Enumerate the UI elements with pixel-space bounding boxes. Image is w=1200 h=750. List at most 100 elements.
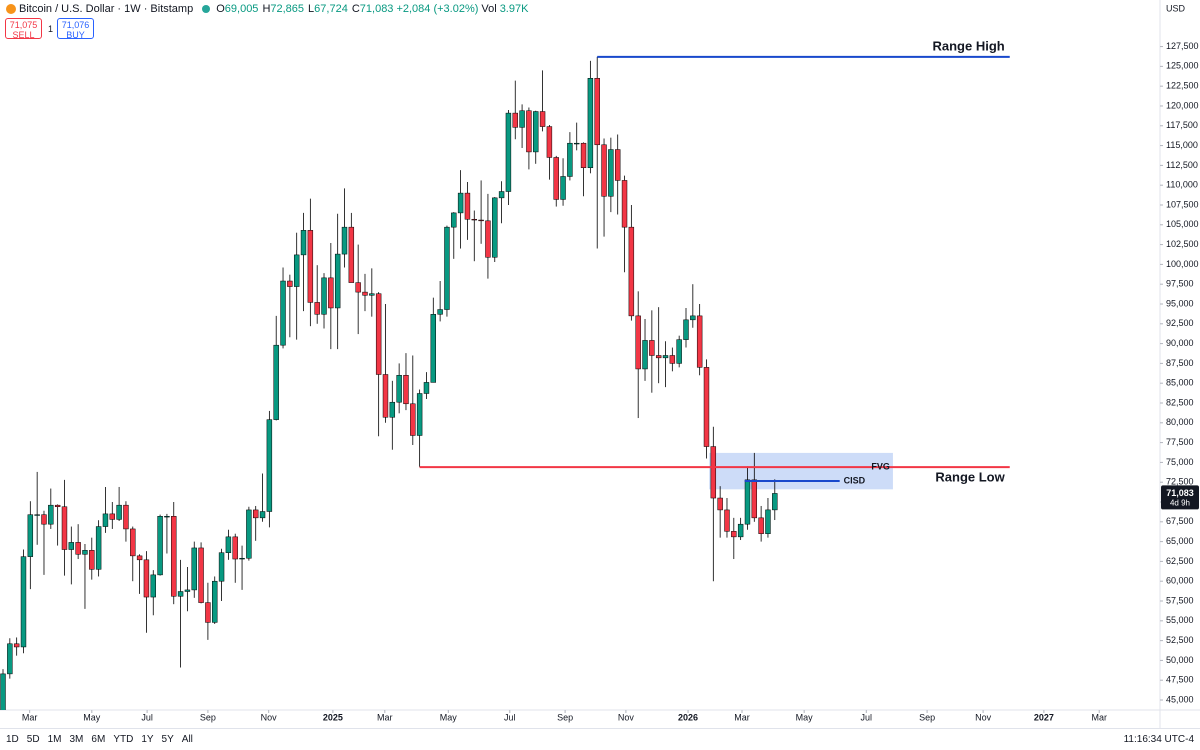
range-buttons: 1D 5D 1M 3M 6M YTD 1Y 5Y All bbox=[6, 734, 193, 745]
range-button[interactable]: 1M bbox=[47, 734, 62, 745]
candle-body bbox=[157, 516, 163, 576]
candle-body bbox=[717, 497, 723, 511]
range-button[interactable]: 5Y bbox=[161, 734, 174, 745]
y-tick-label: 77,500 bbox=[1166, 437, 1194, 447]
candle-body bbox=[205, 602, 211, 623]
y-tick-label: 125,000 bbox=[1166, 61, 1199, 71]
ohlc-item: O69,005 bbox=[216, 3, 258, 15]
candle-body bbox=[355, 282, 361, 293]
candle-body bbox=[560, 176, 566, 200]
candle-body bbox=[61, 506, 68, 550]
candle-body bbox=[621, 180, 628, 228]
sell-price: 71,075 bbox=[9, 20, 38, 30]
zone-label: FVG bbox=[871, 461, 890, 471]
y-tick-label: 107,500 bbox=[1166, 199, 1199, 209]
range-button[interactable]: 1Y bbox=[141, 734, 154, 745]
candle-body bbox=[68, 542, 75, 550]
ohlc-value: 71,083 bbox=[359, 3, 394, 15]
candle-body bbox=[109, 513, 115, 520]
range-button[interactable]: YTD bbox=[113, 734, 134, 745]
candle-body bbox=[437, 309, 443, 315]
y-tick-label: 95,000 bbox=[1166, 298, 1194, 308]
price-axis-panel bbox=[1160, 0, 1200, 728]
candle-body bbox=[382, 374, 389, 418]
level-label: CISD bbox=[844, 475, 866, 485]
candle-body bbox=[273, 344, 279, 420]
candle-body bbox=[341, 226, 348, 255]
range-button[interactable]: 5D bbox=[26, 734, 40, 745]
range-button[interactable]: 3M bbox=[69, 734, 84, 745]
y-tick-label: 45,000 bbox=[1166, 694, 1194, 704]
candle-body bbox=[526, 110, 532, 153]
y-tick-label: 100,000 bbox=[1166, 259, 1199, 269]
candle-body bbox=[184, 589, 191, 592]
candle-body bbox=[464, 192, 471, 220]
x-tick-label: Nov bbox=[261, 712, 278, 722]
y-tick-label: 102,500 bbox=[1166, 239, 1199, 249]
x-tick-label: Mar bbox=[1091, 712, 1107, 722]
buy-label: BUY bbox=[66, 30, 85, 40]
symbol-header: Bitcoin / U.S. Dollar · 1W · Bitstamp O6… bbox=[6, 3, 528, 15]
candle-body bbox=[130, 528, 136, 557]
y-tick-label: 75,000 bbox=[1166, 457, 1194, 467]
x-tick-label: May bbox=[796, 712, 814, 722]
candle-body bbox=[266, 419, 273, 512]
x-tick-label: Sep bbox=[919, 712, 935, 722]
x-tick-label: Jul bbox=[141, 712, 153, 722]
candle-body bbox=[430, 314, 437, 383]
candle-body bbox=[239, 557, 245, 560]
candle-body bbox=[177, 591, 184, 597]
y-tick-label: 62,500 bbox=[1166, 556, 1194, 566]
ohlc-key: L bbox=[308, 3, 315, 15]
candle-body bbox=[519, 110, 525, 128]
candle-body bbox=[492, 197, 498, 258]
y-tick-label: 97,500 bbox=[1166, 279, 1194, 289]
candle-body bbox=[676, 339, 682, 364]
candle-body bbox=[259, 511, 266, 519]
candle-body bbox=[608, 149, 614, 197]
range-button[interactable]: 1D bbox=[6, 734, 19, 745]
quantity: 1 bbox=[48, 24, 54, 34]
candle-body bbox=[280, 280, 286, 346]
bottom-toolbar: 1D 5D 1M 3M 6M YTD 1Y 5Y All 11:16:34 UTC-4 bbox=[0, 728, 1200, 750]
y-tick-label: 92,500 bbox=[1166, 318, 1194, 328]
x-tick-label: May bbox=[83, 712, 101, 722]
candle-body bbox=[375, 293, 382, 375]
candle-body bbox=[655, 355, 662, 359]
ohlc-value: 69,005 bbox=[224, 3, 259, 15]
y-tick-label: 60,000 bbox=[1166, 576, 1194, 586]
x-tick-label: Mar bbox=[377, 712, 393, 722]
candle-body bbox=[669, 355, 676, 364]
candle-body bbox=[498, 191, 505, 199]
ohlc-key: O bbox=[216, 3, 225, 15]
y-tick-label: 57,500 bbox=[1166, 595, 1194, 605]
y-tick-label: 47,500 bbox=[1166, 675, 1194, 685]
range-button[interactable]: All bbox=[181, 734, 193, 745]
candle-body bbox=[123, 504, 129, 530]
market-status bbox=[202, 5, 211, 13]
y-tick-label: 120,000 bbox=[1166, 100, 1199, 110]
buy-button[interactable]: 71,076 BUY bbox=[57, 18, 94, 40]
candle-body bbox=[293, 254, 300, 287]
candle-body bbox=[485, 220, 491, 258]
candle-body bbox=[253, 509, 259, 519]
candle-body bbox=[328, 277, 334, 309]
x-tick-label: Mar bbox=[734, 712, 750, 722]
sell-button[interactable]: 71,075 SELL bbox=[5, 18, 42, 40]
range-button[interactable]: 6M bbox=[91, 734, 106, 745]
change: +2,084 (+3.02%) bbox=[396, 3, 479, 15]
candle-body bbox=[20, 556, 27, 648]
candle-body bbox=[95, 526, 102, 570]
candle-body bbox=[580, 142, 587, 169]
fvg-zone bbox=[709, 452, 893, 490]
candle-body bbox=[198, 547, 204, 603]
ohlc-key: C bbox=[351, 3, 360, 15]
symbol[interactable]: Bitcoin / U.S. Dollar · 1W · Bitstamp bbox=[19, 3, 194, 15]
candle-body bbox=[758, 517, 764, 534]
candle-body bbox=[396, 375, 402, 403]
last-price-box bbox=[1161, 485, 1199, 510]
y-tick-label: 80,000 bbox=[1166, 417, 1194, 427]
sell-label: SELL bbox=[12, 30, 35, 40]
candle-body bbox=[218, 552, 225, 582]
